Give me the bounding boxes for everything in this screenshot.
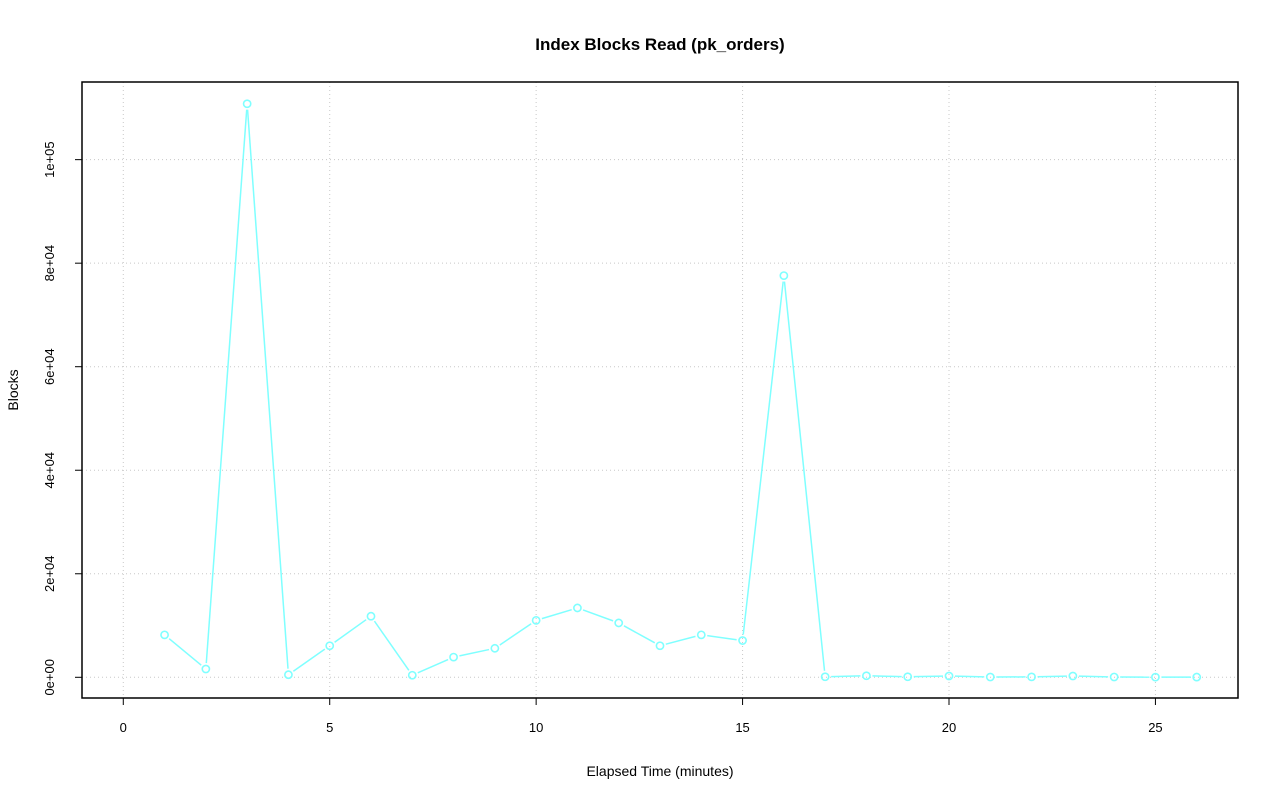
series-line-segment	[206, 110, 246, 663]
series-line-segment	[831, 676, 860, 677]
series-line-segment	[335, 620, 367, 643]
series-line-segment	[583, 610, 613, 621]
series-line-segment	[500, 624, 531, 645]
chart-title: Index Blocks Read (pk_orders)	[535, 35, 784, 54]
axes: 0 5 10 15 20 25 0e+00 2e+04 4e+04 6e+04 8e+04 1e+05	[42, 141, 1163, 735]
y-tick-label: 6e+04	[42, 348, 57, 385]
series-line-segment	[743, 282, 783, 635]
series-line-segment	[784, 282, 824, 671]
y-tick-label: 2e+04	[42, 556, 57, 593]
y-tick-label: 4e+04	[42, 452, 57, 489]
y-tick-label: 8e+04	[42, 245, 57, 282]
data-point	[698, 631, 705, 638]
series-line-segment	[707, 636, 736, 640]
data-point	[822, 673, 829, 680]
x-tick-label: 20	[942, 720, 956, 735]
x-tick-label: 15	[735, 720, 749, 735]
data-point	[615, 619, 622, 626]
data-point	[1069, 672, 1076, 679]
series-line-segment	[872, 676, 901, 677]
series-line-segment	[542, 610, 572, 619]
x-axis-label: Elapsed Time (minutes)	[586, 763, 733, 779]
series-line-segment	[624, 626, 655, 643]
plot-frame	[82, 82, 1238, 698]
series-line-segment	[293, 649, 324, 671]
series-line-segment	[1038, 676, 1067, 677]
series-line-segment	[666, 636, 696, 644]
series-line-segment	[459, 650, 489, 656]
data-point	[780, 272, 787, 279]
x-tick-label: 10	[529, 720, 543, 735]
series-line-segment	[1079, 676, 1108, 677]
data-point	[574, 604, 581, 611]
data-point	[491, 645, 498, 652]
series-line-segment	[374, 621, 408, 670]
series-line-segment	[914, 676, 943, 677]
data-point	[326, 642, 333, 649]
series-line-segment	[418, 660, 448, 673]
y-tick-label: 1e+05	[42, 141, 57, 178]
data-point	[285, 671, 292, 678]
series	[161, 100, 1200, 681]
data-point	[904, 673, 911, 680]
data-point	[863, 672, 870, 679]
x-tick-label: 25	[1148, 720, 1162, 735]
x-tick-label: 0	[120, 720, 127, 735]
x-tick-label: 5	[326, 720, 333, 735]
series-line-segment	[169, 639, 201, 666]
data-point	[202, 665, 209, 672]
y-axis-label: Blocks	[5, 369, 21, 410]
series-line-segment	[248, 110, 288, 669]
data-point	[656, 642, 663, 649]
grid	[82, 82, 1238, 698]
data-point	[161, 631, 168, 638]
data-point	[244, 100, 251, 107]
data-point	[409, 672, 416, 679]
data-point	[450, 654, 457, 661]
data-point	[367, 613, 374, 620]
y-tick-label: 0e+00	[42, 659, 57, 696]
series-line-segment	[955, 676, 984, 677]
